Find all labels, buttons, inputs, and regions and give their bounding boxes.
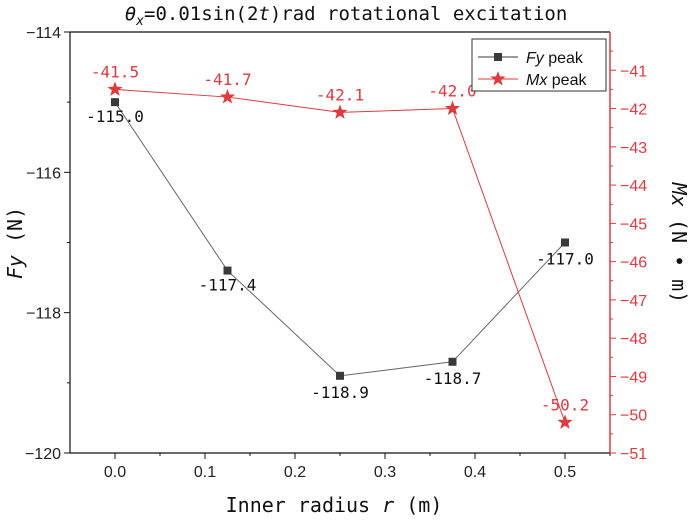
x-tick-label: 0.0 [104,464,126,481]
series-mx-label: -41.5 [91,62,139,81]
x-axis: 0.0 0.1 0.2 0.3 0.4 0.5 [104,453,611,481]
y-tick-label: −114 [26,25,61,42]
x-axis-title: Inner radius r (m) [226,493,443,517]
y2-axis-title: Mx (N • m) [667,182,688,303]
y-tick-label: −118 [26,306,61,323]
y2-tick-label: −51 [620,446,647,463]
y-tick-label: −120 [25,446,61,463]
x-tick-label: 0.1 [194,464,216,481]
legend-fy-marker [494,53,502,61]
legend: Fy peak Mx peak [471,38,607,92]
y2-tick-label: −46 [620,255,647,272]
series-fy-label: -118.9 [311,383,369,402]
y2-tick-label: −49 [620,369,647,386]
y2-tick-label: −50 [620,408,647,425]
x-tick-label: 0.5 [554,464,576,481]
y2-tick-label: −45 [620,216,647,233]
y2-tick-label: −42 [620,102,647,119]
series-mx-label: -42.1 [316,85,364,104]
legend-fy-label: Fy peak [526,50,584,67]
series-fy-label: -118.7 [424,369,482,388]
legend-mx-label: Mx peak [526,72,587,89]
y-axis-right: −51 −50 −49 −48 −47 −46 −45 −44 −43 −42 −41 [610,50,647,463]
series-fy-point [111,98,119,107]
series-fy-label: -117.0 [536,250,594,269]
y2-tick-label: −47 [620,293,647,310]
y2-tick-label: −44 [620,178,647,195]
y-tick-label: −116 [26,165,61,182]
series-mx-label: -42.0 [428,82,476,101]
y2-tick-label: −41 [620,63,647,80]
y-axis-title: Fy (N) [3,207,27,279]
x-tick-label: 0.2 [284,464,306,481]
series-mx-point [444,100,461,116]
x-tick-label: 0.3 [374,464,396,481]
legend-mx-marker [490,71,506,86]
series-fy-point [223,266,232,275]
y2-tick-label: −48 [620,331,647,348]
series-mx-label: -41.7 [203,70,251,89]
series-mx-point [332,104,348,119]
series-mx: -41.5 -41.7 -42.1 -42.0 -50.2 [91,62,589,429]
series-fy-label: -117.4 [199,276,257,295]
y-axis-left: −120 −118 −116 −114 [25,25,70,463]
x-tick-label: 0.4 [464,464,486,481]
series-mx-point [557,414,573,429]
series-mx-point [107,81,123,96]
chart-title: θx=0.01sin(2t)rad rotational excitation [125,3,568,29]
series-fy-label: -115.0 [86,107,144,126]
series-fy-point [448,357,457,366]
series-fy-point [561,238,569,247]
series-fy-line [114,101,566,377]
series-mx-point [219,89,236,104]
series-fy-point [336,371,344,380]
series-mx-label: -50.2 [541,395,589,414]
series-fy: -115.0 -117.4 -118.9 -118.7 -117.0 [86,98,594,402]
y2-tick-label: −43 [620,140,647,157]
